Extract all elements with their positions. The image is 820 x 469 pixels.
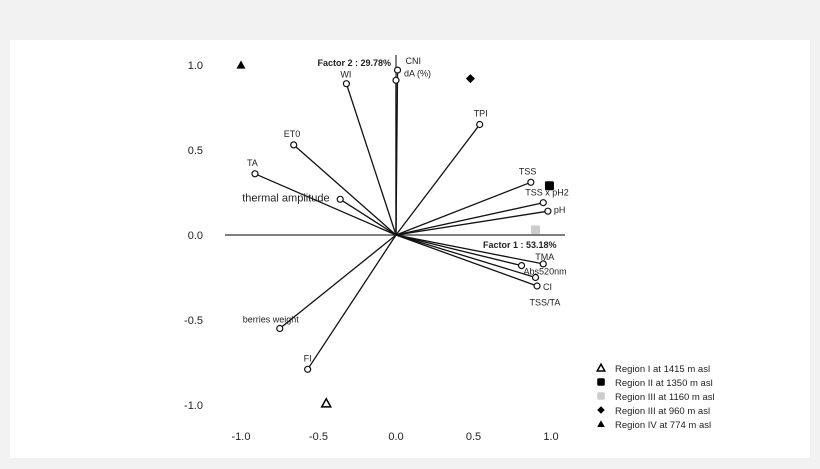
- loading-point: [392, 76, 400, 84]
- loading-vector: [395, 210, 549, 236]
- loading-label: pH: [554, 205, 566, 215]
- loading-label: TMA: [535, 252, 554, 262]
- loading-vector: [254, 173, 397, 236]
- legend-marker: [597, 406, 605, 414]
- loading-label: TSS/TA: [530, 298, 561, 308]
- loading-point: [290, 141, 298, 149]
- loading-point: [539, 260, 547, 268]
- loading-vector: [395, 234, 538, 287]
- y-tick-label: -1.0: [184, 400, 203, 412]
- loading-point: [517, 262, 526, 270]
- loading-label: Abs520nm: [524, 267, 567, 277]
- loading-point: [276, 324, 284, 333]
- loading-vector: [395, 124, 481, 236]
- loading-point: [531, 273, 540, 282]
- loading-label: thermal amplitude: [242, 192, 329, 204]
- loading-vector: [307, 234, 397, 370]
- loading-vector: [293, 144, 397, 236]
- loading-point: [304, 365, 312, 373]
- loading-label: TSS: [519, 166, 537, 176]
- loading-label: berries weight: [243, 315, 300, 325]
- loading-point: [533, 282, 541, 290]
- x-tick-label: 1.0: [543, 431, 558, 443]
- y-tick-label: 0.5: [188, 145, 203, 157]
- loading-point: [527, 178, 535, 186]
- loading-label: dA (%): [404, 68, 431, 78]
- region-marker: [465, 74, 475, 84]
- x-tick-label: -1.0: [232, 431, 251, 443]
- region-marker: [531, 225, 540, 235]
- loading-point: [476, 120, 484, 129]
- y-tick-label: 1.0: [188, 60, 203, 72]
- region-marker: [320, 397, 333, 408]
- y-tick-label: -0.5: [184, 315, 203, 327]
- loading-vector: [395, 234, 544, 265]
- loading-vector: [395, 202, 544, 236]
- loading-vector: [279, 234, 397, 330]
- loading-point: [336, 195, 344, 203]
- x-tick-label: 0.5: [466, 431, 481, 443]
- loading-vector: [395, 234, 522, 267]
- chart-panel: [10, 40, 810, 458]
- loading-label: TPI: [474, 109, 488, 119]
- loading-point: [544, 207, 552, 215]
- loading-label: TSS x pH2: [525, 188, 569, 198]
- legend-marker: [595, 362, 607, 372]
- legend-marker: [597, 392, 605, 400]
- loading-point: [393, 66, 402, 74]
- loading-point: [539, 199, 547, 207]
- region-marker: [236, 60, 246, 69]
- loading-label: CNI: [406, 56, 422, 66]
- legend-marker: [597, 378, 605, 386]
- legend-label: Region I at 1415 m asl: [615, 364, 710, 375]
- legend-label: Region II at 1350 m asl: [615, 378, 713, 389]
- legend-label: Region III at 960 m asl: [615, 406, 710, 417]
- legend-marker: [597, 420, 605, 428]
- loading-label: ET0: [284, 129, 301, 139]
- loading-label: CI: [543, 282, 552, 292]
- loading-point: [342, 80, 350, 88]
- legend-label: Region III at 1160 m asl: [615, 392, 715, 403]
- loading-vector: [395, 234, 536, 279]
- legend-label: Region IV at 774 m asl: [615, 420, 711, 431]
- y-tick-label: 0.0: [188, 230, 203, 242]
- loading-point: [251, 170, 259, 178]
- x-tick-label: 0.0: [388, 431, 403, 443]
- loading-vector: [339, 198, 397, 236]
- loading-label: TA: [247, 158, 258, 168]
- loading-vector: [395, 181, 532, 236]
- x-axis-label: Factor 1 : 53.18%: [483, 240, 557, 250]
- x-tick-label: -0.5: [309, 431, 328, 443]
- y-axis-label: Factor 2 : 29.78%: [317, 58, 391, 68]
- region-marker: [544, 181, 554, 191]
- loading-label: WI: [340, 70, 351, 80]
- loading-vector: [345, 83, 397, 236]
- loading-label: FI: [304, 353, 312, 363]
